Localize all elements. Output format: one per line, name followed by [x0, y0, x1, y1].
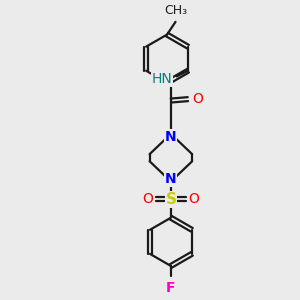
Text: N: N: [165, 130, 177, 144]
Text: N: N: [165, 172, 177, 186]
Text: HN: HN: [152, 72, 172, 86]
Text: O: O: [192, 92, 203, 106]
Text: F: F: [166, 281, 176, 295]
Text: CH₃: CH₃: [164, 4, 187, 17]
Text: O: O: [142, 192, 153, 206]
Text: S: S: [165, 192, 176, 207]
Text: O: O: [188, 192, 200, 206]
